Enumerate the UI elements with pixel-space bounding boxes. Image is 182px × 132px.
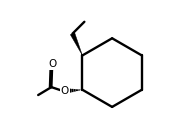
- Polygon shape: [70, 33, 82, 55]
- Text: O: O: [48, 59, 56, 69]
- Text: O: O: [60, 86, 69, 96]
